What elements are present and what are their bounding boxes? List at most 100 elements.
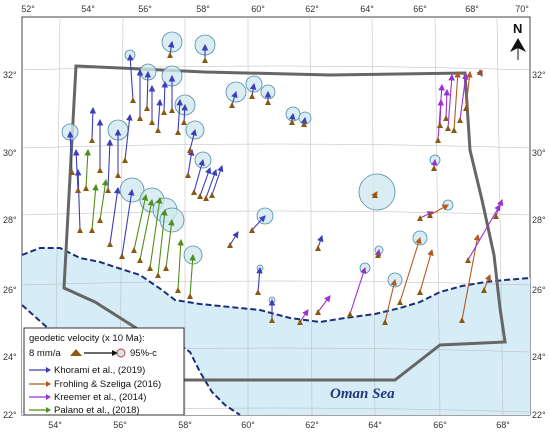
khorami-velocity-arrow xyxy=(231,90,238,106)
lon-tick: 66° xyxy=(433,420,447,430)
khorami-velocity-arrow xyxy=(66,130,74,173)
lon-tick: 56° xyxy=(113,420,127,430)
gps-station-icon xyxy=(155,127,161,133)
gps-station-icon xyxy=(372,192,378,198)
lon-tick: 66° xyxy=(413,4,427,14)
kreemer-velocity-arrow xyxy=(299,309,309,323)
frohling-velocity-arrow xyxy=(465,70,473,109)
gps-station-icon xyxy=(69,169,75,175)
frohling-velocity-arrow xyxy=(453,70,461,131)
lon-ticks-bottom: 54° 56° 58° 60° 62° 64° 66° 68° xyxy=(48,420,510,430)
legend-arrowhead-icon xyxy=(112,350,118,356)
lon-tick: 54° xyxy=(81,4,95,14)
khorami-velocity-arrow xyxy=(127,53,134,101)
gps-station-icon xyxy=(451,127,457,133)
legend-kreemer-head-icon xyxy=(46,394,51,400)
gps-station-icon xyxy=(229,102,235,108)
gps-station-icon xyxy=(202,57,208,63)
gps-station-icon xyxy=(203,195,209,201)
lat-tick: 22° xyxy=(532,410,546,420)
frohling-velocity-arrow xyxy=(399,236,422,303)
frohling-velocity-arrow xyxy=(429,204,449,216)
gps-station-icon xyxy=(115,172,121,178)
khorami-velocity-arrow xyxy=(124,113,133,161)
palano-velocity-arrow xyxy=(157,208,168,276)
kreemer-velocity-arrow xyxy=(495,198,504,217)
gps-station-icon xyxy=(144,105,150,111)
gps-stations xyxy=(69,52,499,325)
lat-tick: 30° xyxy=(3,148,17,158)
lat-tick: 28° xyxy=(532,215,546,225)
gps-station-icon xyxy=(459,317,465,323)
khorami-velocity-arrow xyxy=(205,168,218,199)
legend-scale-label: 8 mm/a xyxy=(29,348,61,359)
gps-station-icon xyxy=(397,299,403,305)
gps-station-icon xyxy=(197,193,203,199)
gps-station-icon xyxy=(437,122,443,128)
gps-station-icon xyxy=(122,157,128,163)
lon-tick: 62° xyxy=(305,4,319,14)
legend-kreemer-label: Kreemer et al., (2014) xyxy=(54,392,146,403)
north-label: N xyxy=(513,21,522,36)
gps-station-icon xyxy=(107,241,113,247)
khorami-velocity-arrow xyxy=(251,215,266,231)
gps-station-icon xyxy=(457,117,463,123)
palano-velocity-arrow xyxy=(133,193,149,251)
khorami-velocity-arrow xyxy=(89,106,97,141)
gps-station-icon xyxy=(161,109,167,115)
gps-station-icon xyxy=(249,93,255,99)
lon-tick: 68° xyxy=(496,420,510,430)
lon-tick: 60° xyxy=(241,420,255,430)
lat-tick: 26° xyxy=(3,285,17,295)
gps-station-icon xyxy=(269,317,275,323)
study-region-outline xyxy=(62,64,507,382)
lon-tick: 62° xyxy=(305,420,319,430)
frohling-velocity-arrow xyxy=(483,273,492,291)
palano-velocity-arrow xyxy=(177,238,184,291)
legend-palano-label: Palano et al., (2018) xyxy=(54,405,140,416)
lon-tick: 64° xyxy=(360,4,374,14)
gps-station-icon xyxy=(445,125,451,131)
palano-velocity-arrow xyxy=(91,183,99,231)
frohling-velocity-arrow xyxy=(461,233,481,321)
gps-station-icon xyxy=(167,52,173,58)
palano-velocity-arrow xyxy=(99,178,109,221)
graticule xyxy=(21,16,531,416)
gps-station-icon xyxy=(131,247,137,253)
legend-frohling-head-icon xyxy=(46,381,51,387)
palano-velocity-arrow xyxy=(139,198,155,261)
khorami-velocity-arrow xyxy=(144,70,152,109)
frohling-velocity-arrow xyxy=(419,248,434,293)
gps-station-icon xyxy=(347,311,353,317)
kreemer-velocity-arrow xyxy=(349,266,367,315)
gps-station-icon xyxy=(187,293,193,299)
gps-station-icon xyxy=(227,242,233,248)
gps-station-icon xyxy=(289,119,295,125)
gps-station-icon xyxy=(137,115,143,121)
gps-station-icon xyxy=(477,69,483,75)
gps-station-icon xyxy=(265,99,271,105)
khorami-velocity-arrow xyxy=(109,186,121,245)
gps-station-icon xyxy=(75,187,81,193)
khorami-velocity-arrow xyxy=(211,164,224,196)
palano-velocity-arrow xyxy=(149,196,163,269)
gps-station-icon xyxy=(175,129,181,135)
lon-ticks-top: 52° 54° 56° 58° 60° 62° 64° 66° 68° 70° xyxy=(21,4,529,14)
lat-ticks-right: 32° 30° 28° 26° 24° 22° xyxy=(532,70,546,420)
khorami-velocity-arrow xyxy=(176,98,183,133)
lat-tick: 22° xyxy=(3,410,17,420)
legend-khorami-head-icon xyxy=(46,367,51,373)
gps-station-icon xyxy=(147,265,153,271)
lat-tick: 24° xyxy=(532,352,546,362)
gps-station-icon xyxy=(375,252,381,258)
north-arrow-icon: N xyxy=(510,21,526,60)
lat-tick: 30° xyxy=(532,148,546,158)
khorami-velocity-arrow xyxy=(121,188,135,257)
gps-station-icon xyxy=(97,167,103,173)
lat-tick: 24° xyxy=(3,352,17,362)
lat-tick: 28° xyxy=(3,215,17,225)
gps-station-icon xyxy=(417,289,423,295)
kreemer-velocity-arrow xyxy=(437,98,445,126)
kreemer-velocity-arrow xyxy=(317,295,331,313)
